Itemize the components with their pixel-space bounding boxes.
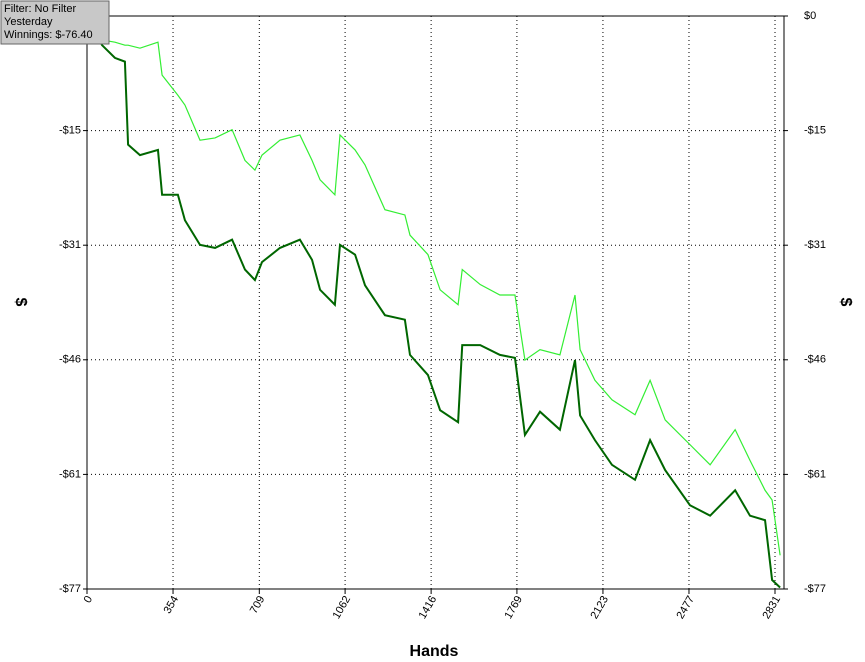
y-tick-label: -$61: [59, 468, 81, 480]
y2-tick-label: -$15: [804, 125, 826, 137]
y2-tick-label: -$31: [804, 239, 826, 251]
y-tick-label: -$46: [59, 354, 81, 366]
info-box: [0, 0, 110, 45]
y2-tick-label: $0: [804, 10, 816, 22]
y2-axis-label: $: [837, 298, 854, 307]
y-tick-label: -$77: [59, 583, 81, 595]
info-text: Winnings: $-76.40: [4, 29, 93, 41]
plot-area: [86, 15, 785, 590]
x-tick-label: 709: [248, 594, 268, 616]
y2-tick-label: -$61: [804, 468, 826, 480]
y2-tick-label: -$46: [804, 354, 826, 366]
x-tick-label: 1769: [502, 594, 525, 621]
x-tick-label: 1062: [331, 594, 354, 621]
x-tick-label: 2123: [588, 594, 611, 621]
series-line: [86, 15, 781, 556]
x-tick-label: 1416: [417, 594, 440, 621]
info-text: Filter: No Filter: [4, 3, 76, 15]
y-tick-label: -$31: [59, 239, 81, 251]
x-tick-label: 2477: [674, 594, 697, 621]
info-text: Yesterday: [4, 16, 53, 28]
x-tick-label: 2831: [760, 594, 783, 621]
x-tick-label: 0: [82, 594, 95, 605]
y2-tick-label: -$77: [804, 583, 826, 595]
x-axis-label: Hands: [410, 643, 459, 660]
y-axis-label: $: [12, 298, 29, 307]
x-tick-label: 354: [162, 594, 182, 616]
series-line: [86, 15, 781, 589]
y-tick-label: -$15: [59, 125, 81, 137]
